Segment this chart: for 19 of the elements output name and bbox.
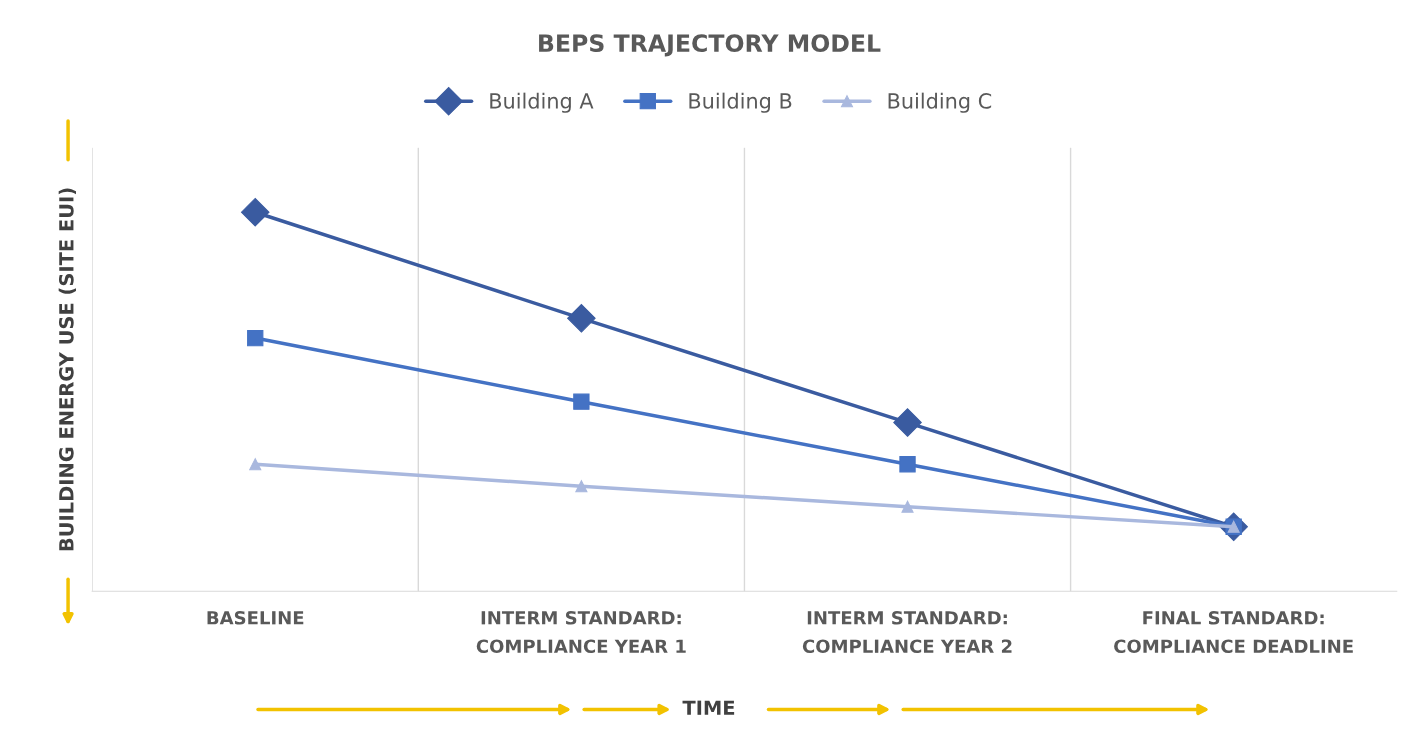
legend-label: Building B [689,92,792,113]
point [893,408,922,437]
x-tick-label: INTERM STANDARD: COMPLIANCE YEAR 2 [802,610,1012,654]
y-axis-title: BUILDING ENERGY USE (SITE EUI) [58,188,76,551]
point [249,458,262,471]
point [573,393,590,410]
chart-title: BEPS TRAJECTORY MODEL [539,34,881,57]
x-tick-label: FINAL STANDARD: COMPLIANCE DEADLINE [1114,610,1353,654]
legend-label: Building A [490,92,594,113]
x-tick-label: BASELINE [207,610,304,625]
x-axis-title: TIME [682,700,735,715]
point [899,456,916,473]
point [901,500,914,513]
x-tick-label: INTERM STANDARD: COMPLIANCE YEAR 1 [476,610,686,654]
point [240,197,270,227]
point [247,329,264,347]
point [567,304,596,333]
point [575,480,588,493]
legend-label: Building C [888,92,992,113]
